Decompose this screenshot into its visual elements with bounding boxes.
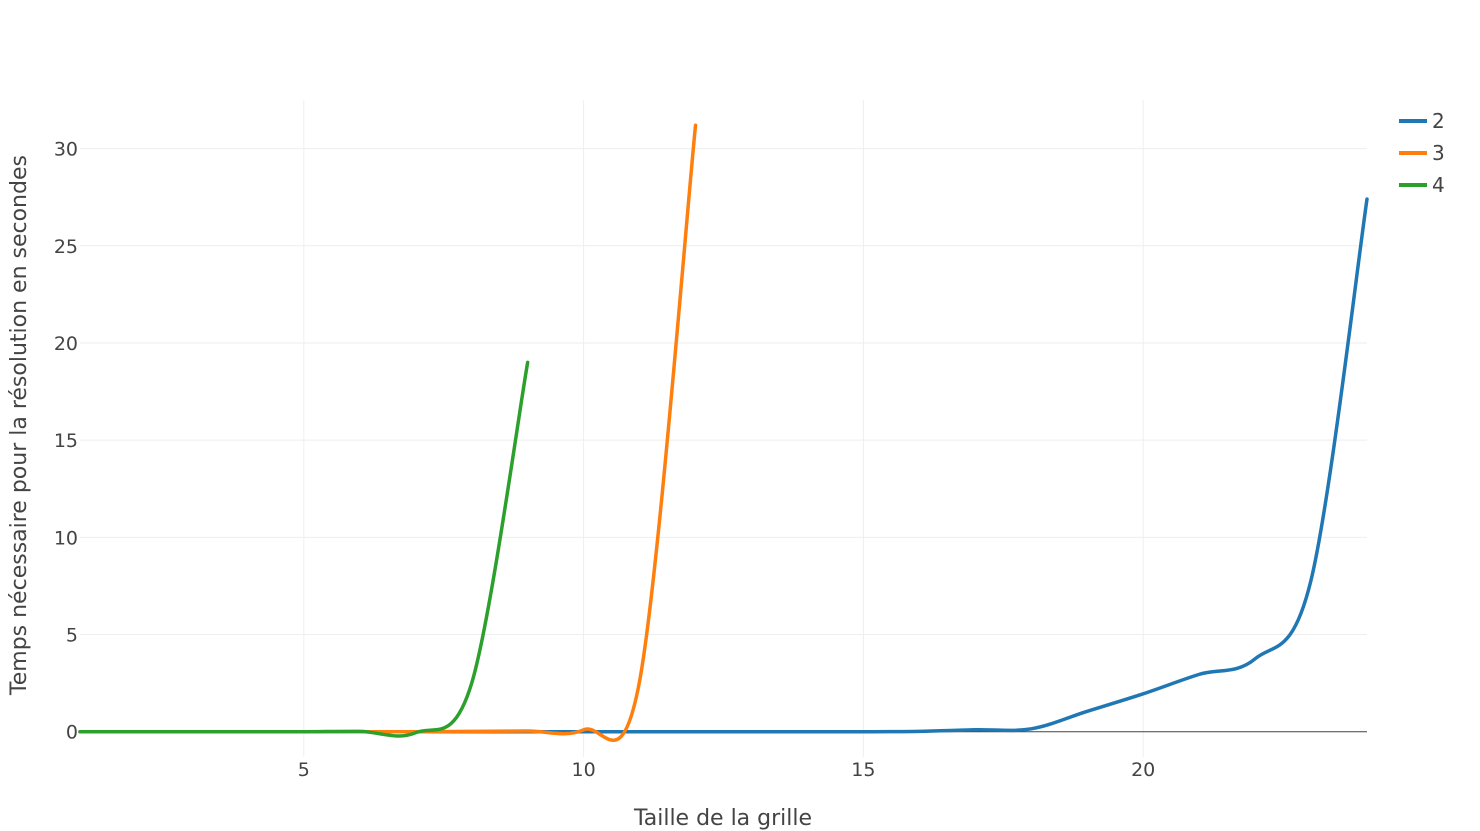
y-axis-title: Temps nécessaire pour la résolution en s… bbox=[7, 155, 32, 696]
series-line-4 bbox=[78, 360, 530, 738]
series-line-3 bbox=[78, 123, 698, 742]
x-tick-label: 20 bbox=[1131, 759, 1155, 781]
series-lines bbox=[78, 123, 1369, 742]
y-tick-label: 10 bbox=[54, 527, 78, 549]
legend[interactable]: 2 3 4 bbox=[1399, 109, 1445, 197]
y-tick-label: 0 bbox=[66, 722, 78, 744]
legend-item-4[interactable]: 4 bbox=[1399, 173, 1445, 197]
x-axis-title: Taille de la grille bbox=[633, 806, 812, 831]
legend-label: 4 bbox=[1432, 173, 1445, 197]
legend-item-3[interactable]: 3 bbox=[1399, 141, 1445, 165]
y-tick-label: 5 bbox=[66, 625, 78, 647]
tick-labels: 5 10 15 20 0 5 10 15 20 25 30 bbox=[54, 139, 1155, 781]
x-tick-label: 15 bbox=[851, 759, 875, 781]
y-tick-label: 20 bbox=[54, 333, 78, 355]
y-tick-label: 25 bbox=[54, 236, 78, 258]
series-line-2 bbox=[78, 197, 1369, 734]
x-tick-label: 10 bbox=[572, 759, 596, 781]
x-tick-label: 5 bbox=[298, 759, 310, 781]
legend-label: 3 bbox=[1432, 141, 1445, 165]
legend-item-2[interactable]: 2 bbox=[1399, 109, 1445, 133]
legend-label: 2 bbox=[1432, 109, 1445, 133]
y-tick-label: 30 bbox=[54, 139, 78, 161]
y-tick-label: 15 bbox=[54, 430, 78, 452]
grid bbox=[80, 100, 1367, 757]
